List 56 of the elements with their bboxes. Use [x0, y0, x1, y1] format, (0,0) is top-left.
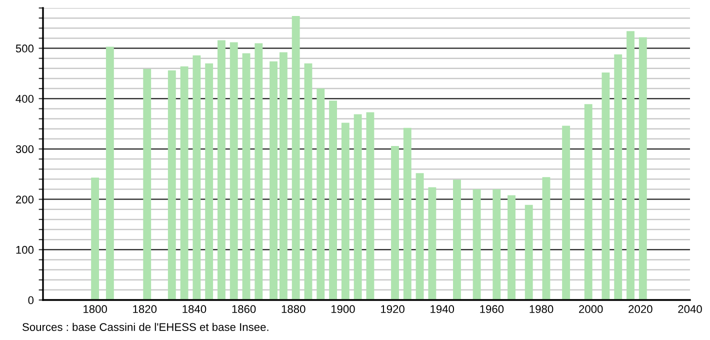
- bar: [106, 46, 114, 300]
- bar: [254, 43, 263, 300]
- x-tick-label: 1820: [133, 305, 157, 314]
- bar: [416, 173, 424, 300]
- bar: [242, 53, 250, 300]
- x-tick-label: 1860: [232, 305, 256, 314]
- y-tick-label: 100: [16, 246, 34, 254]
- bar: [304, 63, 312, 300]
- bar: [168, 70, 176, 300]
- bar: [428, 187, 436, 300]
- bar: [602, 72, 610, 300]
- bar: [329, 100, 337, 300]
- x-tick-label: 1800: [84, 305, 107, 314]
- x-tick-label: 2020: [628, 305, 652, 314]
- x-tick-label: 1900: [331, 305, 355, 314]
- y-tick-label: 400: [16, 94, 34, 103]
- y-tick-label: 0: [28, 296, 34, 304]
- y-tick-label: 200: [16, 196, 34, 204]
- x-tick-label: 1940: [430, 305, 454, 314]
- bar: [472, 189, 481, 300]
- y-tick-label: 500: [16, 44, 34, 52]
- x-tick-label: 1840: [182, 305, 206, 314]
- bar: [562, 126, 570, 300]
- x-tick-label: 1880: [282, 305, 306, 314]
- bar: [292, 16, 300, 300]
- bar: [180, 66, 188, 300]
- source-note: Sources : base Cassini de l'EHESS et base Insee.: [22, 322, 268, 331]
- bar: [316, 88, 325, 300]
- bar: [453, 180, 461, 300]
- x-tick-label: 2040: [678, 305, 702, 314]
- y-tick-label: 300: [16, 145, 34, 154]
- bar: [192, 55, 201, 300]
- bar: [205, 63, 214, 300]
- x-tick-label: 2000: [579, 305, 603, 314]
- bar: [218, 40, 226, 300]
- bar: [614, 54, 622, 300]
- bar: [270, 61, 278, 300]
- x-tick-label: 1920: [381, 305, 404, 314]
- bar: [143, 68, 152, 300]
- bar: [279, 52, 288, 300]
- bar: [524, 204, 533, 300]
- x-tick-label: 1960: [480, 305, 504, 314]
- bar: [584, 104, 592, 300]
- bar: [638, 37, 647, 300]
- bar: [366, 112, 374, 300]
- x-tick-label: 1980: [530, 305, 554, 314]
- bar: [391, 146, 399, 300]
- bar: [492, 189, 501, 300]
- bar: [403, 128, 412, 300]
- bar: [626, 31, 634, 300]
- bar: [341, 122, 350, 300]
- bar: [508, 195, 516, 300]
- bar: [542, 177, 550, 300]
- bar: [354, 114, 362, 300]
- bar: [230, 42, 238, 300]
- bar: [91, 178, 100, 300]
